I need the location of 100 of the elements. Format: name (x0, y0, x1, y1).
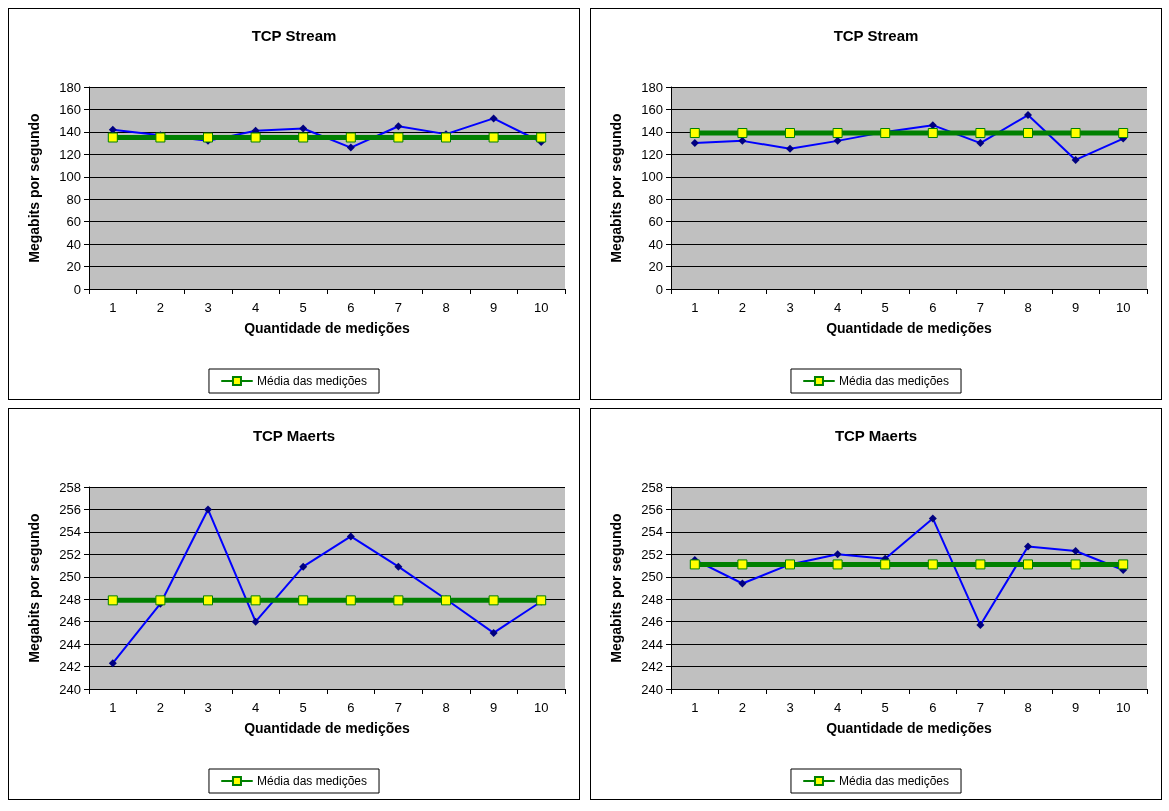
chart-title: TCP Stream (251, 27, 337, 44)
x-tick-label: 4 (251, 700, 260, 715)
y-tick-label: 0 (655, 281, 663, 297)
point (345, 595, 356, 606)
x-tick-label: 7 (394, 700, 403, 715)
point (1118, 128, 1129, 139)
chart-title: TCP Maerts (252, 427, 336, 444)
point (107, 595, 118, 606)
point (1118, 559, 1129, 570)
chart-title: TCP Stream (833, 27, 919, 44)
y-tick-label: 20 (66, 259, 81, 275)
x-tick-label: 5 (881, 300, 889, 315)
x-tick-label: 4 (833, 300, 842, 315)
y-tick-label: 248 (641, 591, 663, 607)
y-tick-label: 180 (641, 79, 663, 95)
x-axis-title: Quantidade de medições (826, 320, 993, 336)
x-tick-label: 5 (299, 700, 307, 715)
y-tick-label: 254 (59, 524, 81, 540)
point (155, 595, 166, 606)
y-axis-title: Megabits por segundo (26, 513, 42, 663)
x-tick-label: 7 (976, 300, 985, 315)
x-tick-label: 7 (976, 700, 985, 715)
y-tick-label: 244 (641, 636, 663, 652)
y-tick-label: 160 (641, 101, 663, 117)
x-tick-label: 1 (691, 700, 699, 715)
x-tick-label: 5 (299, 300, 307, 315)
point (536, 132, 547, 143)
x-tick-label: 3 (204, 700, 212, 715)
x-tick-label: 9 (1071, 300, 1080, 315)
point (880, 559, 891, 570)
point (107, 132, 118, 143)
y-tick-label: 120 (59, 146, 81, 162)
y-tick-label: 242 (59, 659, 81, 675)
y-tick-label: 258 (641, 479, 663, 495)
x-tick-label: 7 (394, 300, 403, 315)
point (927, 128, 938, 139)
y-tick-label: 248 (59, 591, 81, 607)
point (203, 132, 213, 143)
x-tick-label: 6 (929, 300, 937, 315)
x-tick-label: 6 (929, 700, 937, 715)
y-tick-label: 60 (648, 214, 663, 230)
x-tick-label: 5 (881, 700, 889, 715)
point (689, 128, 700, 139)
x-tick-label: 9 (1071, 700, 1080, 715)
x-tick-label: 2 (156, 300, 165, 315)
legend-label: Média das medições (256, 774, 368, 788)
y-tick-label: 80 (648, 191, 663, 207)
y-axis-title: Megabits por segundo (608, 113, 624, 263)
y-tick-label: 100 (59, 169, 81, 185)
x-tick-label: 3 (786, 300, 794, 315)
y-tick-label: 254 (641, 524, 663, 540)
point (298, 132, 309, 143)
x-tick-label: 1 (109, 300, 117, 315)
chart-title: TCP Maerts (834, 427, 918, 444)
x-tick-label: 9 (489, 300, 498, 315)
point (689, 559, 700, 570)
y-tick-label: 242 (641, 659, 663, 675)
point (832, 128, 843, 139)
point (488, 595, 499, 606)
y-axis-title: Megabits por segundo (608, 513, 624, 663)
y-tick-label: 244 (59, 636, 81, 652)
x-tick-label: 1 (691, 300, 699, 315)
point (393, 132, 404, 143)
y-tick-label: 240 (641, 681, 663, 697)
y-tick-label: 252 (59, 546, 81, 562)
x-axis-title: Quantidade de medições (244, 320, 411, 336)
point (345, 132, 356, 143)
legend-label: Média das medições (256, 374, 368, 388)
x-tick-label: 6 (347, 300, 355, 315)
point (927, 559, 938, 570)
x-tick-label: 8 (442, 700, 450, 715)
point (250, 595, 261, 606)
y-tick-label: 246 (59, 614, 81, 630)
x-tick-label: 3 (786, 700, 794, 715)
point (737, 559, 748, 570)
point (488, 132, 499, 143)
y-tick-label: 256 (641, 501, 663, 517)
legend-label: Média das medições (838, 374, 950, 388)
x-axis-title: Quantidade de medições (244, 720, 411, 736)
x-tick-label: 10 (533, 300, 549, 315)
point (1023, 559, 1033, 570)
point (393, 595, 404, 606)
point (441, 132, 451, 143)
point (975, 559, 986, 570)
y-tick-label: 140 (59, 124, 81, 140)
x-tick-label: 2 (156, 700, 165, 715)
y-axis-title: Megabits por segundo (26, 113, 42, 263)
x-tick-label: 2 (738, 300, 747, 315)
x-tick-label: 10 (533, 700, 549, 715)
y-tick-label: 140 (641, 124, 663, 140)
point (785, 128, 795, 139)
point (975, 128, 986, 139)
y-tick-label: 40 (66, 236, 81, 252)
y-tick-label: 250 (641, 569, 663, 585)
x-tick-label: 4 (251, 300, 260, 315)
x-tick-label: 4 (833, 700, 842, 715)
y-tick-label: 246 (641, 614, 663, 630)
y-tick-label: 258 (59, 479, 81, 495)
point (737, 128, 748, 139)
x-axis-title: Quantidade de medições (826, 720, 993, 736)
